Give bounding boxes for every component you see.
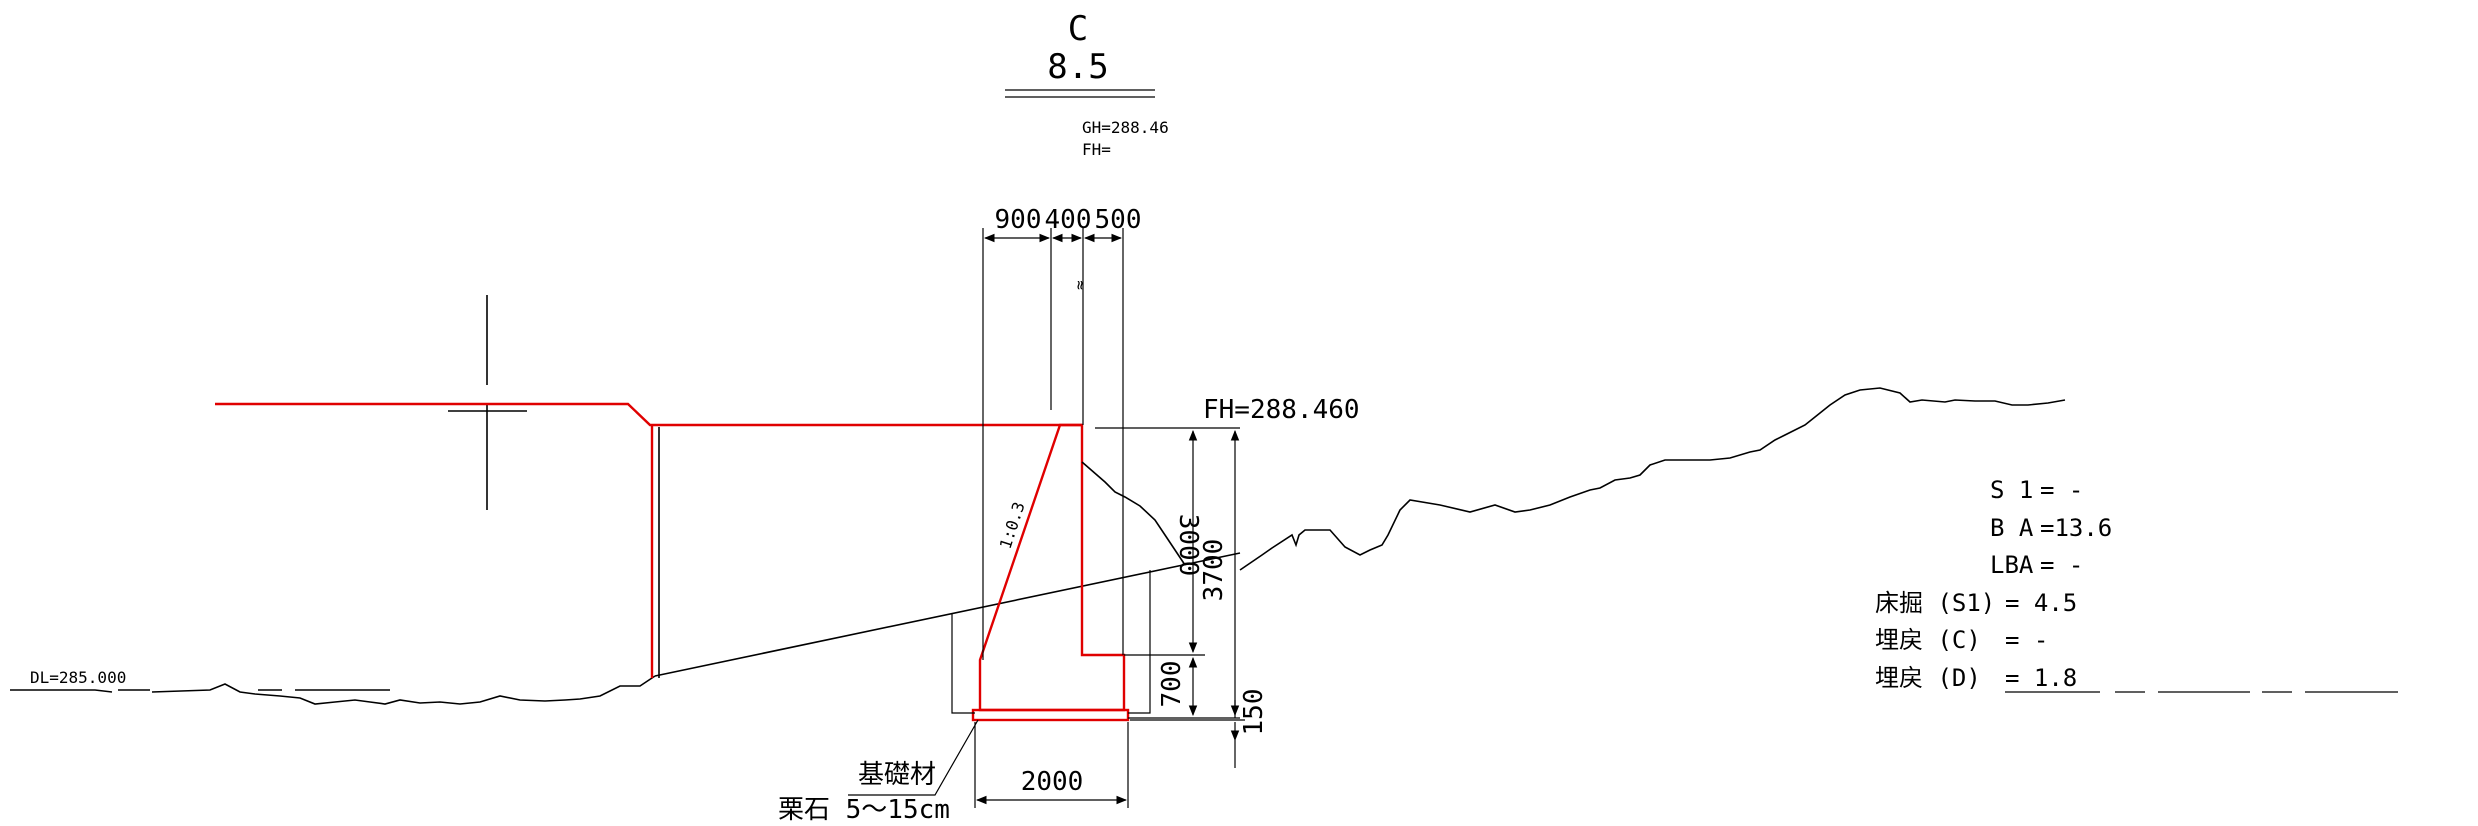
- qty-value-excavation: = 4.5: [2005, 589, 2077, 617]
- gh-label: GH=288.46: [1082, 118, 1169, 137]
- slope-label: 1:0.3: [996, 500, 1029, 552]
- road-surface: [215, 402, 1082, 427]
- fh-header-label: FH=: [1082, 140, 1111, 159]
- fh-label: FH=288.460: [1203, 395, 1360, 425]
- dim-3700: 3700: [1199, 539, 1229, 602]
- dim-700: 700: [1157, 661, 1187, 708]
- qty-label-backfill-c: 埋戻 (C): [1875, 626, 1981, 654]
- station-label: C: [1068, 9, 1088, 49]
- station-number: 8.5: [1047, 47, 1108, 87]
- qty-label-s1: S 1: [1990, 476, 2033, 504]
- dim-2000: 2000: [1021, 767, 1084, 797]
- gravel-label: 栗石 5～15cm: [778, 795, 950, 825]
- qty-label-lba: LBA: [1990, 551, 2034, 579]
- foundation-leader: [848, 719, 979, 796]
- foundation-gravel: [971, 708, 1130, 722]
- ground-line-right: [1239, 387, 2066, 571]
- dim-500: 500: [1095, 205, 1142, 235]
- dl-label: DL=285.000: [30, 668, 126, 687]
- dim-3000: 3000: [1173, 514, 1203, 577]
- qty-value-backfill-c: = -: [2005, 626, 2048, 654]
- backfill-slope: [1081, 461, 1186, 566]
- qty-value-lba: = -: [2040, 551, 2083, 579]
- qty-value-backfill-d: = 1.8: [2005, 664, 2077, 692]
- excavation-right: [1128, 570, 1151, 714]
- dim-900: 900: [995, 205, 1042, 235]
- qty-label-backfill-d: 埋戻 (D): [1875, 664, 1981, 692]
- quantity-table: S 1 = - B A =13.6 LBA = - 床掘 (S1) = 4.5 …: [1875, 476, 2398, 693]
- qty-value-ba: =13.6: [2040, 514, 2112, 542]
- qty-value-s1: = -: [2040, 476, 2083, 504]
- dim-150: 150: [1239, 689, 1269, 736]
- retaining-wall: [978, 423, 1126, 712]
- excavation-left: [951, 613, 975, 714]
- qty-label-ba: B A: [1990, 514, 2034, 542]
- small-mark: ≈: [1070, 280, 1089, 290]
- ground-tie-line: [654, 552, 1241, 677]
- dim-400: 400: [1045, 205, 1092, 235]
- foundation-label: 基礎材: [858, 760, 936, 790]
- ground-line-left: [10, 689, 113, 693]
- ground-line-left-mid: [151, 675, 656, 705]
- qty-label-excavation: 床掘 (S1): [1875, 589, 1995, 617]
